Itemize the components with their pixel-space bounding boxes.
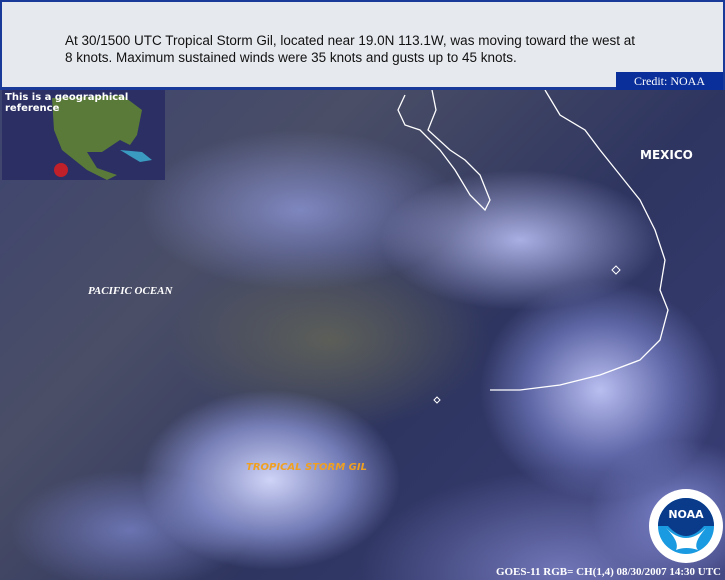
logo-bird-icon: [666, 528, 706, 550]
caption-header: At 30/1500 UTC Tropical Storm Gil, locat…: [0, 0, 725, 90]
mexico-label: MEXICO: [640, 148, 693, 162]
source-timestamp: GOES-11 RGB= CH(1,4) 08/30/2007 14:30 UT…: [495, 566, 721, 578]
mainland-coastline: [490, 90, 669, 391]
inset-title: This is a geographical reference: [5, 92, 129, 114]
credit-label: Credit: NOAA: [616, 72, 723, 90]
north-america-landmass: [52, 95, 142, 180]
caribbean-islands: [120, 150, 152, 162]
satellite-image: This is a geographical reference PACIFIC…: [0, 90, 725, 580]
storm-caption: At 30/1500 UTC Tropical Storm Gil, locat…: [65, 33, 636, 65]
pacific-ocean-label: PACIFIC OCEAN: [88, 285, 173, 297]
storm-location-marker: [54, 163, 68, 177]
reference-map-inset: This is a geographical reference: [2, 90, 165, 180]
storm-label: TROPICAL STORM GIL: [246, 462, 367, 473]
island-outline: [433, 265, 621, 404]
baja-coastline: [397, 90, 491, 212]
noaa-logo: NOAA: [649, 489, 723, 563]
logo-upper-band: [658, 498, 714, 536]
north-america-map: [52, 95, 152, 180]
coastline-overlay: [397, 90, 669, 404]
noaa-logo-text: NOAA: [668, 508, 704, 521]
